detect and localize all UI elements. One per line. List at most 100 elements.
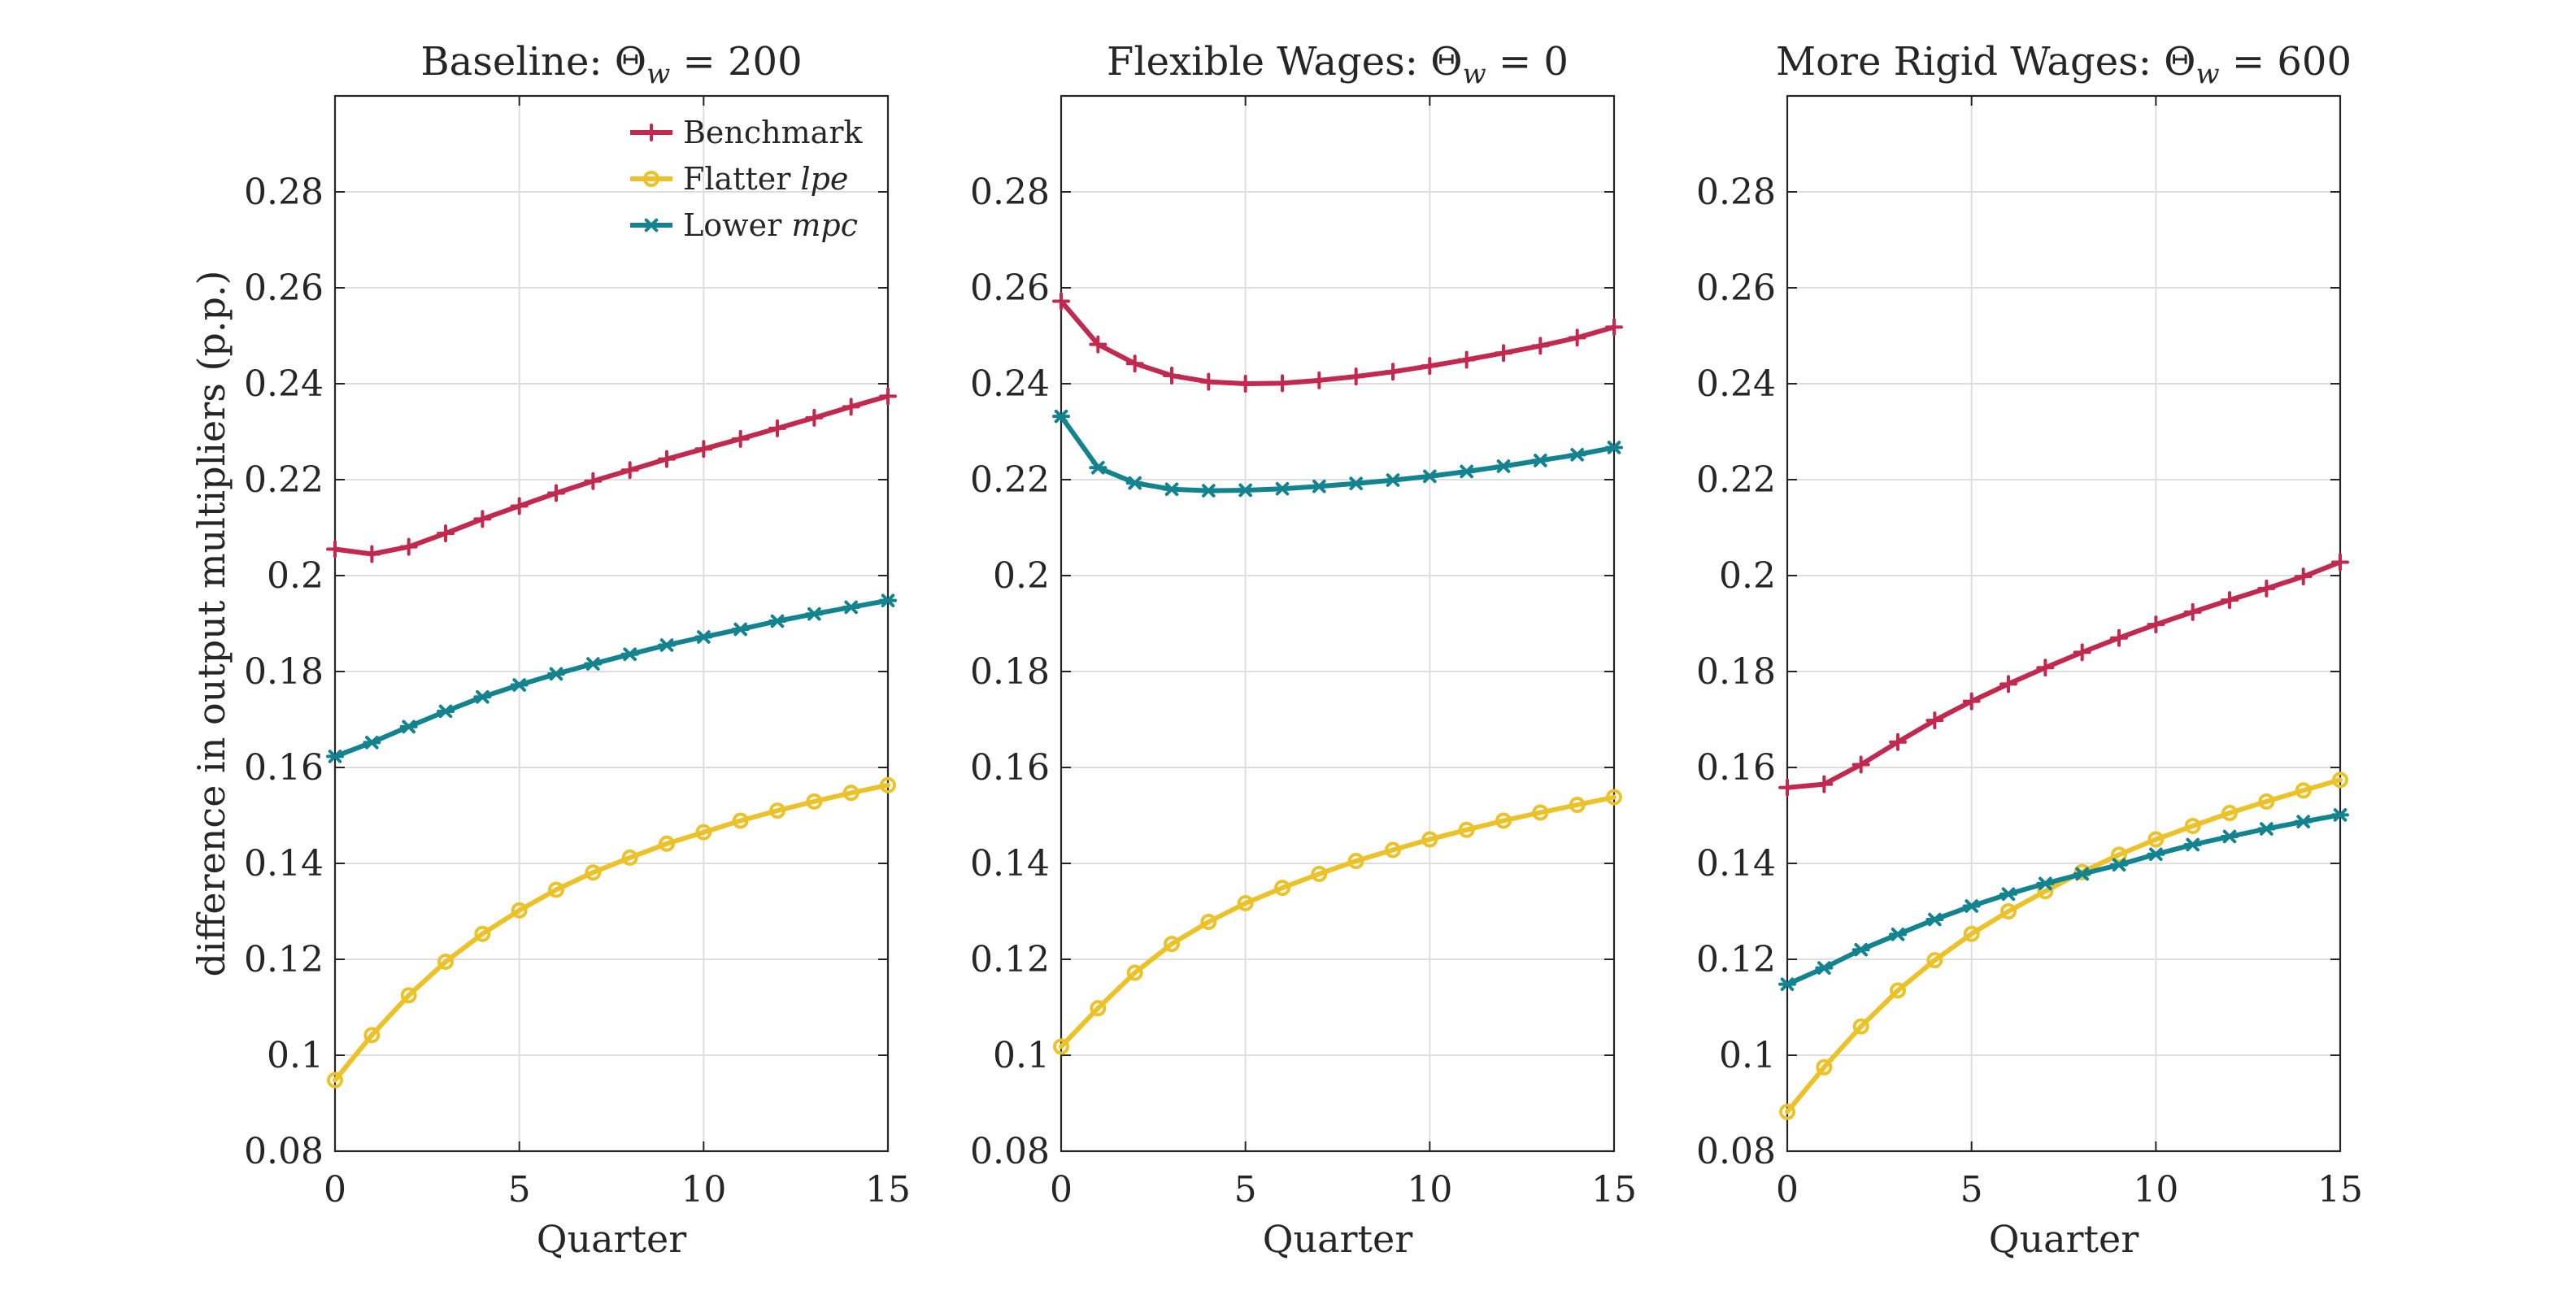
data-point [2332, 772, 2348, 789]
series-line-3 [333, 598, 890, 759]
y-tick-label: 0.18 [970, 651, 1050, 693]
data-point [547, 667, 565, 681]
axes-box [333, 94, 890, 1153]
data-point [1778, 977, 1796, 991]
data-point [1347, 853, 1364, 870]
y-tick-label: 0.16 [1696, 747, 1776, 789]
data-point [2294, 567, 2313, 586]
data-point [842, 398, 860, 416]
data-point [1089, 335, 1107, 354]
data-point [1999, 675, 2017, 693]
data-point [1889, 928, 1907, 941]
data-point [1126, 964, 1143, 981]
y-tick-label: 0.18 [244, 651, 324, 693]
data-point [1089, 460, 1107, 475]
data-point [880, 776, 896, 793]
panel-title: Baseline: Θw = 200 [420, 39, 802, 90]
data-point [1311, 865, 1328, 882]
data-point [1495, 344, 1512, 363]
data-point [2331, 808, 2349, 822]
y-tick-label: 0.22 [970, 459, 1050, 501]
y-tick-label: 0.28 [244, 172, 324, 213]
data-point [1199, 372, 1218, 391]
data-point [769, 802, 785, 819]
data-point [805, 408, 824, 427]
data-point [1421, 831, 1438, 848]
data-point [658, 450, 676, 468]
data-point [2257, 822, 2276, 836]
data-point [1963, 925, 1980, 942]
data-point [1125, 354, 1144, 373]
data-point [2221, 805, 2238, 822]
data-point [2184, 817, 2201, 834]
series-line-1 [1059, 298, 1617, 386]
data-point [585, 864, 602, 881]
data-point [2000, 903, 2017, 919]
panel-2: 0 5 10 15 0.08 0.1 0.12 0.14 0.16 0.18 0.2 0.22 0.24… [970, 39, 1637, 1261]
y-tick-label: 0.14 [1696, 843, 1776, 885]
data-point [400, 987, 417, 1004]
data-point [1347, 476, 1365, 491]
data-point [1606, 789, 1622, 806]
x-tick-label: 0 [1776, 1169, 1799, 1211]
data-point [1163, 366, 1181, 385]
data-point [1199, 484, 1218, 498]
panel-title: Flexible Wages: Θw = 0 [1107, 39, 1569, 90]
data-point [1236, 483, 1255, 498]
y-tick-label: 0.1 [993, 1035, 1050, 1076]
y-axis-label: difference in output multipliers (p.p.) [189, 271, 233, 977]
y-tick-label: 0.14 [970, 843, 1050, 885]
data-point [2111, 846, 2127, 863]
data-point [2110, 858, 2128, 872]
data-point [1852, 942, 1870, 957]
data-point [473, 510, 492, 528]
y-tick-label: 0.12 [970, 939, 1050, 980]
x-tick-label: 0 [324, 1169, 346, 1211]
legend-label: Lower mpc [683, 207, 858, 243]
data-point [2147, 831, 2165, 848]
data-point [659, 835, 675, 852]
data-point [437, 704, 455, 719]
data-point [1531, 454, 1550, 467]
data-point [2147, 847, 2165, 862]
data-point [1569, 797, 1586, 814]
data-point [1053, 1038, 1069, 1055]
data-point [1815, 775, 1834, 793]
data-point [1274, 880, 1290, 897]
data-point [1925, 912, 1944, 927]
x-tick-label: 15 [1591, 1169, 1637, 1211]
legend-label: Benchmark [683, 115, 863, 150]
data-point [1852, 755, 1870, 774]
data-point [1962, 692, 1981, 711]
y-tick-label: 0.12 [1696, 939, 1776, 980]
x-tick-label: 10 [1407, 1169, 1452, 1211]
data-point [1778, 778, 1796, 797]
data-point [547, 484, 565, 502]
data-point [620, 461, 639, 480]
data-point [2110, 628, 2128, 647]
y-tick-label: 0.16 [970, 747, 1050, 789]
x-tick-label: 15 [865, 1169, 911, 1211]
data-point [584, 657, 603, 671]
data-point [621, 849, 638, 866]
data-point [2331, 553, 2349, 572]
y-tick-label: 0.14 [244, 843, 324, 885]
data-point [2221, 591, 2239, 610]
data-point [1236, 375, 1255, 393]
data-point [399, 537, 418, 556]
y-tick-label: 0.08 [970, 1131, 1050, 1172]
data-point [1495, 459, 1512, 473]
series-line-3 [1785, 812, 2343, 987]
x-axis-label: Quarter [1989, 1217, 2139, 1261]
y-tick-label: 0.2 [1719, 555, 1776, 597]
data-point [1568, 448, 1586, 462]
series-line-2 [333, 782, 890, 1083]
x-tick-label: 10 [2133, 1169, 2178, 1211]
data-point [806, 793, 823, 810]
data-point [1090, 1000, 1107, 1017]
y-tick-label: 0.22 [1696, 459, 1776, 501]
series-line-2 [1785, 777, 2343, 1115]
data-point [1200, 913, 1217, 930]
